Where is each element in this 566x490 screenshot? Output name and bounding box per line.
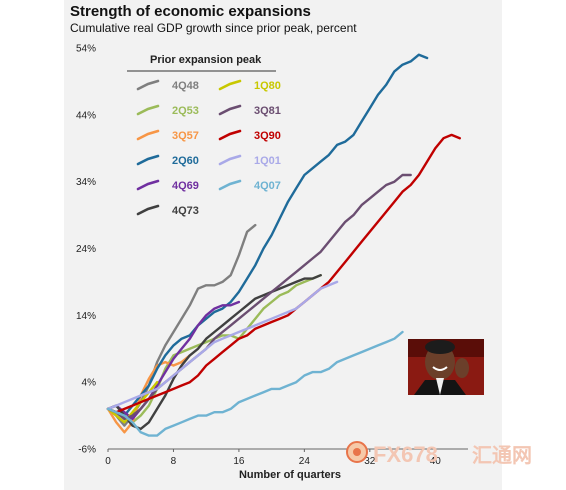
y-tick-label: 24% <box>76 244 96 255</box>
y-tick-label: 4% <box>82 378 97 389</box>
legend-label-1q80: 1Q80 <box>254 80 281 92</box>
x-tick-label: 32 <box>364 456 376 467</box>
x-axis-label: Number of quarters <box>239 469 341 481</box>
legend-swatch-3q90 <box>218 129 242 141</box>
legend-title: Prior expansion peak <box>150 54 262 66</box>
legend-swatch-1q01 <box>218 154 242 166</box>
x-tick-label: 0 <box>105 456 111 467</box>
legend-label-2q60: 2Q60 <box>172 155 199 167</box>
legend-label-3q81: 3Q81 <box>254 105 281 117</box>
y-tick-label: 14% <box>76 311 96 322</box>
legend-label-4q69: 4Q69 <box>172 180 199 192</box>
series-lines <box>106 53 461 437</box>
y-tick-label: 44% <box>76 110 96 121</box>
series-line-4q07 <box>106 330 404 437</box>
chart-subtitle: Cumulative real GDP growth since prior p… <box>70 21 357 35</box>
legend-swatch-4q73 <box>136 204 160 216</box>
x-tick-label: 16 <box>233 456 245 467</box>
legend-swatch-2q53 <box>136 104 160 116</box>
series-line-2q60 <box>106 53 429 417</box>
legend-label-1q01: 1Q01 <box>254 155 281 167</box>
legend-label-4q07: 4Q07 <box>254 180 281 192</box>
series-line-1q01 <box>106 280 339 411</box>
series-line-4q48 <box>106 223 257 427</box>
y-tick-label: -6% <box>78 445 96 456</box>
legend-swatch-4q69 <box>136 179 160 191</box>
x-tick-label: 8 <box>171 456 177 467</box>
y-tick-label: 54% <box>76 44 96 55</box>
legend-swatch-4q07 <box>218 179 242 191</box>
x-tick-label: 40 <box>430 456 442 467</box>
x-tick-label: 24 <box>299 456 311 467</box>
watermark-cn: 汇通网 <box>472 444 532 467</box>
legend-swatch-3q57 <box>136 129 160 141</box>
series-line-3q90 <box>106 133 461 414</box>
watermark-brand: FX678 <box>373 442 438 467</box>
legend-swatch-4q48 <box>136 79 160 91</box>
smiling-man-photo <box>408 339 484 395</box>
legend-label-3q57: 3Q57 <box>172 130 199 142</box>
legend-label-4q73: 4Q73 <box>172 205 199 217</box>
legend-label-2q53: 2Q53 <box>172 105 199 117</box>
series-line-4q73 <box>106 274 322 431</box>
chart-axes: -6% 4% 14% 24% 34% 44% 54% 0 8 16 24 32 40 <box>76 44 468 467</box>
legend-label-3q90: 3Q90 <box>254 130 281 142</box>
legend-label-4q48: 4Q48 <box>172 80 199 92</box>
watermark: FX678 汇通网 <box>346 441 532 467</box>
chart-title: Strength of economic expansions <box>70 3 311 20</box>
legend: Prior expansion peak 4Q48 1Q80 2Q53 3Q81 3Q57… <box>127 54 281 217</box>
legend-swatch-3q81 <box>218 104 242 116</box>
series-line-3q57 <box>106 354 192 434</box>
y-tick-label: 34% <box>76 177 96 188</box>
legend-swatch-2q60 <box>136 154 160 166</box>
legend-swatch-1q80 <box>218 79 242 91</box>
